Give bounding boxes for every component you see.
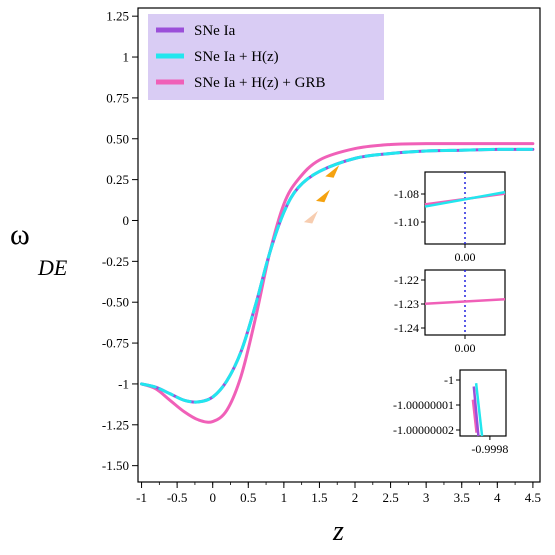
x-tick-label: 1 bbox=[281, 490, 288, 505]
legend-label: SNe Ia bbox=[194, 23, 236, 39]
marker bbox=[325, 165, 340, 178]
y-tick-label: -1.50 bbox=[102, 458, 129, 473]
plot-area: -1 -0.5 0 0.5 1 1.5 2 2.5 3 3.5 4 4.5-1.50-1.25-1-0… bbox=[102, 7, 541, 505]
inset-series-line bbox=[471, 399, 478, 433]
inset-x-tick-label: -0.9998 bbox=[471, 442, 508, 456]
inset-y-tick-label: -1.22 bbox=[394, 273, 419, 287]
insets: -1.08 -1.10 0.00 -1.22 -1.23 -1.24 0.00 -1 -1.00… bbox=[393, 171, 508, 456]
y-tick-label: -1.25 bbox=[102, 417, 129, 432]
series-group bbox=[140, 142, 535, 424]
x-tick-label: 1.5 bbox=[311, 490, 327, 505]
inset-frame bbox=[459, 369, 507, 437]
inset-series-line bbox=[424, 190, 506, 208]
y-tick-label: 1.25 bbox=[106, 9, 129, 24]
y-tick-label: -0.25 bbox=[102, 254, 129, 269]
x-tick-label: 0.5 bbox=[240, 490, 256, 505]
inset-series-line bbox=[424, 298, 506, 306]
legend-label: SNe Ia + H(z) + GRB bbox=[194, 75, 325, 91]
inset-plot: -1 -1.00000001 -1.00000002 -0.9998 bbox=[393, 369, 508, 456]
legend: SNe Ia SNe Ia + H(z) SNe Ia + H(z) + GRB bbox=[148, 14, 384, 100]
inset-y-tick-label: -1.08 bbox=[394, 187, 419, 201]
inset-y-tick-label: -1.00000001 bbox=[393, 398, 454, 412]
x-tick-label: 4.5 bbox=[525, 490, 541, 505]
inset-y-tick-label: -1.00000002 bbox=[393, 423, 454, 437]
y-tick-label: 0.75 bbox=[106, 90, 129, 105]
x-tick-label: 2.5 bbox=[382, 490, 398, 505]
inset-y-tick-label: -1 bbox=[444, 373, 454, 387]
x-tick-label: 2 bbox=[352, 490, 359, 505]
legend-label: SNe Ia + H(z) bbox=[194, 49, 279, 65]
y-tick-label: -0.75 bbox=[102, 336, 129, 351]
y-tick-label: 0.50 bbox=[106, 131, 129, 146]
y-axis-label: ω bbox=[10, 218, 30, 251]
legend-box bbox=[148, 14, 384, 100]
series-line bbox=[140, 147, 535, 404]
inset-series-line bbox=[472, 386, 480, 437]
inset-x-tick-label: 0.00 bbox=[455, 250, 476, 264]
x-tick-label: -0.5 bbox=[167, 490, 188, 505]
inset-y-tick-label: -1.23 bbox=[394, 297, 419, 311]
inset-y-tick-label: -1.10 bbox=[394, 215, 419, 229]
x-tick-label: 4 bbox=[494, 490, 501, 505]
inset-series-line bbox=[474, 383, 484, 437]
x-tick-label: 3 bbox=[423, 490, 430, 505]
x-axis-label: z bbox=[332, 516, 344, 547]
marker bbox=[315, 189, 330, 203]
x-tick-label: 0 bbox=[209, 490, 216, 505]
y-tick-label: 0 bbox=[123, 213, 130, 228]
inset-plot: -1.08 -1.10 0.00 bbox=[394, 171, 506, 264]
y-axis-label-subscript: DE bbox=[37, 255, 68, 280]
inset-plot: -1.22 -1.23 -1.24 0.00 bbox=[394, 269, 506, 355]
marker bbox=[303, 210, 318, 224]
marker-group bbox=[303, 165, 340, 224]
y-tick-label: -0.50 bbox=[102, 295, 129, 310]
x-tick-label: -1 bbox=[136, 490, 147, 505]
y-tick-label: 1 bbox=[123, 50, 130, 65]
x-tick-label: 3.5 bbox=[454, 490, 470, 505]
y-tick-label: -1 bbox=[118, 376, 129, 391]
inset-y-tick-label: -1.24 bbox=[394, 321, 419, 335]
y-tick-label: 0.25 bbox=[106, 172, 129, 187]
inset-x-tick-label: 0.00 bbox=[455, 341, 476, 355]
plot-frame bbox=[137, 7, 541, 483]
